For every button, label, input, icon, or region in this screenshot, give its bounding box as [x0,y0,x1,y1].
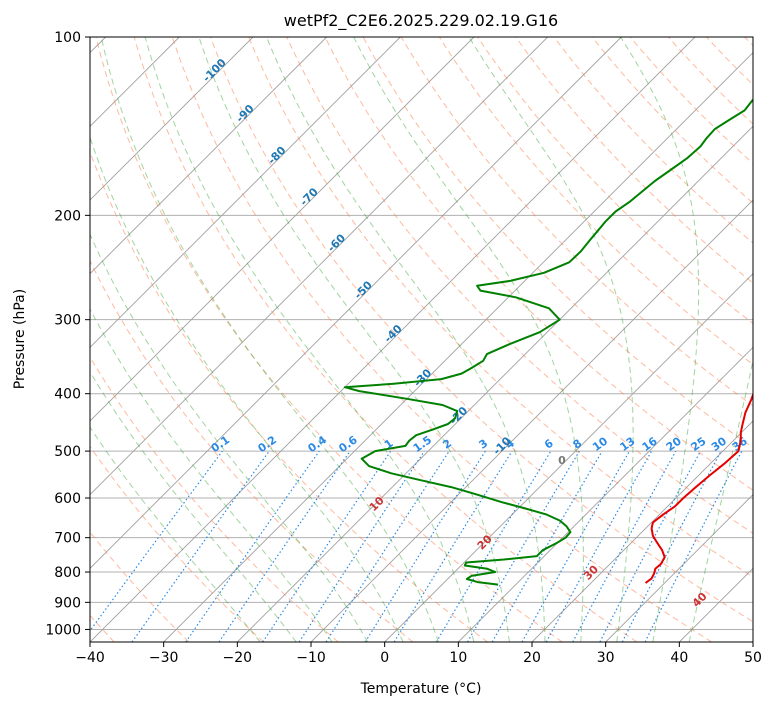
x-axis-label: Temperature (°C) [360,681,482,697]
x-tick-label: 20 [523,650,541,666]
x-tick-label: −20 [223,650,253,666]
y-tick-label: 700 [54,531,81,547]
x-tick-label: −40 [75,650,105,666]
y-tick-label: 1000 [45,622,81,638]
y-axis-label: Pressure (hPa) [12,289,28,389]
x-tick-label: 0 [380,650,389,666]
y-tick-label: 900 [54,595,81,611]
chart-title: wetPf2_C2E6.2025.229.02.19.G16 [284,11,558,31]
x-tick-label: 50 [744,650,762,666]
y-tick-label: 400 [54,387,81,403]
y-tick-label: 300 [54,313,81,329]
x-tick-label: 30 [597,650,615,666]
x-tick-label: −10 [296,650,326,666]
x-tick-label: 10 [449,650,467,666]
y-tick-label: 200 [54,208,81,224]
y-tick-label: 800 [54,565,81,581]
moist-adiabat-label: 0 [558,454,566,467]
y-tick-label: 600 [54,491,81,507]
x-tick-label: −30 [149,650,179,666]
x-tick-label: 40 [670,650,688,666]
y-tick-label: 500 [54,444,81,460]
y-tick-label: 100 [54,30,81,46]
